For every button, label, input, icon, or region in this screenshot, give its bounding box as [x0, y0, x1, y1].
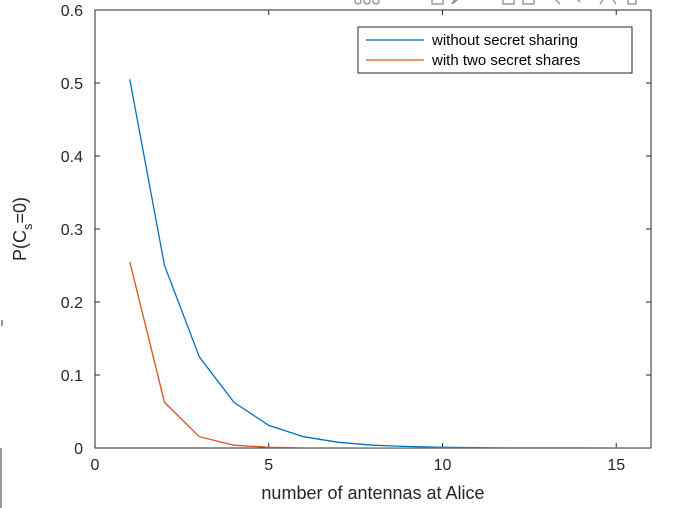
y-axis-label-main: P(C — [10, 230, 30, 261]
y-tick-label: 0.5 — [61, 76, 83, 93]
x-tick-label: 10 — [434, 457, 452, 474]
x-axis-label: number of antennas at Alice — [261, 483, 484, 503]
toolbar-dots-icon[interactable] — [354, 0, 380, 5]
y-axis-label-subscript: s — [20, 223, 35, 230]
y-tick-label: 0 — [74, 441, 83, 458]
y-axis-label-tail: =0) — [10, 197, 30, 224]
figure-toolbar — [354, 0, 637, 5]
legend-label-1: without secret sharing — [431, 32, 578, 49]
x-tick-label: 0 — [91, 457, 100, 474]
x-tick-label: 15 — [607, 457, 625, 474]
brush-icon[interactable] — [451, 0, 462, 5]
x-tick-label: 5 — [264, 457, 273, 474]
axes-box — [94, 9, 652, 449]
y-tick-label: 0.3 — [61, 222, 83, 239]
legend-label-2: with two secret shares — [431, 52, 580, 69]
plot-area: 0 5 10 15 0 0.1 0.2 0.3 0.4 0.5 0.6 number of anten… — [10, 3, 652, 503]
zoom-out-icon[interactable] — [522, 0, 535, 5]
series-line-2 — [129, 261, 651, 448]
y-tick-label: 0.1 — [61, 368, 83, 385]
y-tick-label: 0.4 — [61, 149, 83, 166]
y-tick-label: 0.2 — [61, 295, 83, 312]
y-tick-label: 0.6 — [61, 3, 83, 20]
zoom-in-icon[interactable] — [502, 0, 515, 5]
home-icon[interactable] — [599, 0, 637, 5]
y-axis-label: P(Cs=0) — [10, 197, 35, 261]
pan-icon[interactable] — [554, 0, 581, 5]
legend-box — [357, 26, 633, 74]
save-icon[interactable] — [431, 0, 444, 5]
